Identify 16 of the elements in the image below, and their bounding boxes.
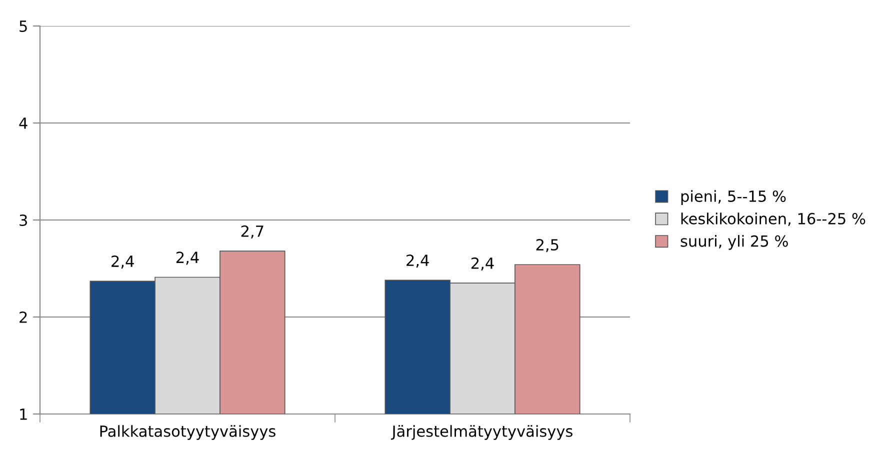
legend-label: pieni, 5--15 % xyxy=(681,190,786,205)
data-label: 2,4 xyxy=(471,257,494,271)
x-tick-label: Järjestelmätyytyväisyys xyxy=(391,425,572,440)
data-label: 2,4 xyxy=(406,254,429,268)
y-tick-label: 1 xyxy=(20,408,27,420)
x-tick-label: Palkkatasotyytyväisyys xyxy=(100,425,276,440)
data-label: 2,4 xyxy=(176,252,199,265)
data-label: 2,5 xyxy=(536,238,558,252)
data-label: 2,7 xyxy=(241,225,264,239)
y-tick-label: 4 xyxy=(19,118,28,129)
y-tick-label: 3 xyxy=(20,214,27,226)
y-tick-label: 2 xyxy=(20,311,27,323)
legend-label: keskikokoinen, 16--25 % xyxy=(681,212,866,226)
data-label: 2,4 xyxy=(112,255,134,269)
y-tick-label: 5 xyxy=(20,20,27,32)
legend-label: suuri, yli 25 % xyxy=(680,235,788,250)
